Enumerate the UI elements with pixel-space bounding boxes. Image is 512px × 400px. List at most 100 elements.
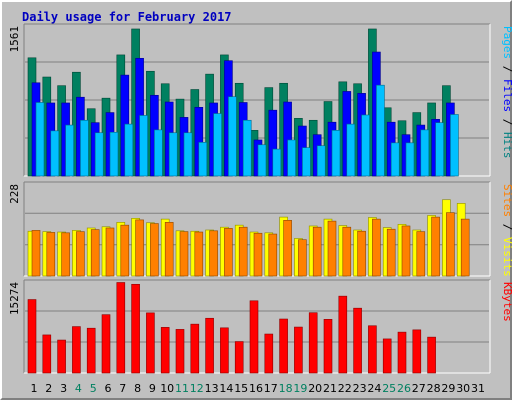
bar-sites-day-7 [120,224,130,277]
bar-sites-day-25 [386,228,396,277]
legend-part-2: Visits [501,237,512,277]
bar-kbytes-day-4 [72,326,81,374]
ymax-label-visits-sites: 228 [8,184,21,204]
bar-pages-day-3 [65,124,74,177]
bar-kbytes-day-9 [146,312,155,374]
bar-pages-day-2 [50,130,60,177]
bar-pages-day-13 [213,113,222,177]
bar-sites-day-18 [283,220,292,277]
day-label-4: 4 [75,382,82,395]
bar-kbytes-day-14 [220,327,229,374]
bar-pages-day-10 [168,132,178,177]
bar-kbytes-day-27 [412,329,422,374]
legend-part-0: Sites [501,184,512,217]
bar-sites-day-12 [194,231,204,277]
bar-kbytes-day-5 [86,327,96,374]
day-label-7: 7 [119,382,126,395]
bar-pages-day-26 [405,142,415,177]
day-label-24: 24 [367,382,381,395]
bar-pages-day-15 [242,119,252,177]
legend-part-0: KBytes [501,282,512,322]
day-label-31: 31 [471,382,485,395]
bar-kbytes-day-2 [42,334,52,374]
bar-kbytes-day-12 [190,323,200,374]
day-label-5: 5 [90,382,97,395]
bar-sites-day-23 [357,230,366,277]
bar-pages-day-24 [376,84,385,177]
day-label-10: 10 [160,382,174,395]
day-label-16: 16 [249,382,263,395]
day-label-19: 19 [293,382,307,395]
legend-hits-files-pages: Pages / Files / Hits [501,26,512,159]
legend-visits-sites: Sites / Visits [501,184,512,277]
bar-pages-day-12 [198,142,208,177]
day-label-6: 6 [105,382,112,395]
day-label-22: 22 [338,382,352,395]
bar-pages-day-1 [35,102,45,177]
bar-sites-day-14 [224,228,233,277]
bar-kbytes-day-26 [397,331,407,374]
bar-kbytes-day-24 [368,325,377,374]
day-label-29: 29 [441,382,455,395]
bar-sites-day-6 [105,227,115,277]
day-label-26: 26 [397,382,411,395]
bar-pages-day-9 [154,129,163,177]
bar-kbytes-day-8 [131,283,140,374]
legend-part-2: Files [501,79,512,112]
bar-pages-day-4 [80,119,89,177]
bar-sites-day-24 [372,218,381,277]
bar-kbytes-day-19 [294,326,303,374]
bar-pages-day-19 [302,147,311,177]
bar-kbytes-day-11 [175,329,185,374]
bar-pages-day-16 [257,144,267,177]
bar-sites-day-8 [135,219,144,277]
bar-sites-day-5 [90,229,100,277]
bar-sites-day-10 [164,222,174,277]
day-label-9: 9 [149,382,156,395]
bar-sites-day-15 [238,226,248,277]
bar-pages-day-23 [361,114,370,177]
bar-sites-day-30 [460,218,470,277]
day-label-23: 23 [353,382,367,395]
ymax-label-hits-files-pages: 1561 [8,26,21,53]
day-label-3: 3 [60,382,67,395]
bar-pages-day-25 [390,142,400,177]
bar-kbytes-day-1 [27,299,37,374]
bar-sites-day-26 [401,225,411,277]
bar-pages-day-7 [124,123,134,177]
legend-part-1: / [501,217,512,237]
legend-part-3: / [501,112,512,132]
bar-sites-day-19 [298,239,307,277]
day-label-28: 28 [427,382,441,395]
day-label-21: 21 [323,382,337,395]
day-label-1: 1 [31,382,38,395]
bar-sites-day-9 [150,223,159,277]
day-label-30: 30 [456,382,470,395]
bar-sites-day-28 [431,216,440,277]
legend-part-4: Hits [501,132,512,159]
bar-kbytes-day-28 [427,336,436,374]
day-label-12: 12 [190,382,204,395]
bar-kbytes-day-15 [234,341,244,374]
bar-kbytes-day-16 [249,300,259,374]
bar-pages-day-18 [287,139,296,177]
bar-pages-day-6 [109,131,119,177]
bar-kbytes-day-18 [279,318,288,374]
bar-kbytes-day-3 [57,339,66,374]
day-label-15: 15 [234,382,248,395]
bar-pages-day-11 [183,132,193,177]
bar-sites-day-22 [342,226,352,277]
bar-pages-day-20 [316,145,326,177]
bar-kbytes-day-10 [160,327,170,374]
bar-kbytes-day-13 [205,317,214,374]
day-label-13: 13 [205,382,219,395]
bar-pages-day-14 [228,96,237,177]
day-label-18: 18 [279,382,293,395]
bar-sites-day-21 [327,220,337,277]
bar-pages-day-28 [435,122,444,177]
bar-kbytes-day-7 [116,282,126,374]
bar-pages-day-27 [420,129,430,177]
bar-pages-day-17 [272,148,282,177]
bar-sites-day-3 [61,232,70,277]
